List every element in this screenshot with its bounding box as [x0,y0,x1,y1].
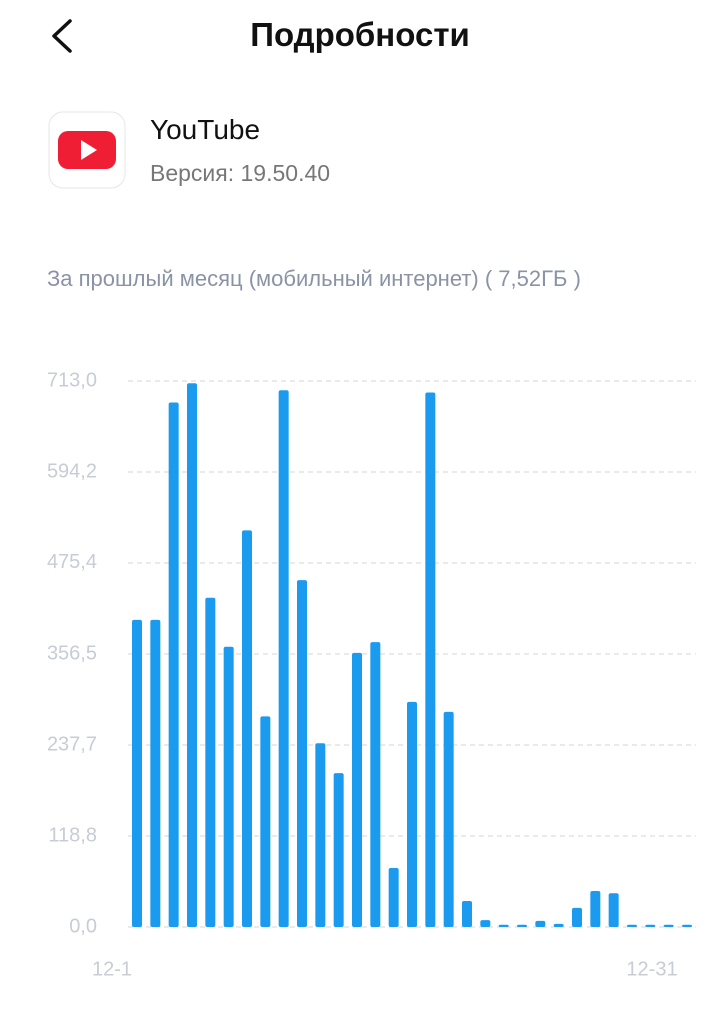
bar [535,920,546,927]
bar [278,390,289,927]
y-tick-label: 237,7 [47,733,97,755]
bar [370,642,381,927]
bar [150,619,161,927]
bar [682,924,692,927]
bar [462,900,472,927]
app-name: YouTube [150,114,261,145]
y-tick-label: 594,2 [47,460,97,482]
app-icon [48,111,126,189]
y-tick-label: 0,0 [69,915,97,937]
bar [645,924,656,927]
bar [553,923,564,927]
back-button[interactable] [48,18,78,54]
y-tick-label: 356,5 [47,642,97,664]
bar [315,743,326,927]
bar [297,580,307,927]
bar [223,646,234,927]
bar [517,924,527,927]
bar [407,701,417,927]
page-title: Подробности [250,16,470,53]
bar [480,920,491,927]
bar [260,716,271,927]
bar [663,924,674,927]
bar [205,597,216,927]
bar [168,402,179,928]
bar [590,891,601,927]
bar [388,868,399,927]
bar [572,907,582,927]
chart-title: За прошлый месяц (мобильный интернет) ( … [47,266,581,291]
y-tick-label: 713,0 [47,369,97,391]
bar [333,773,344,927]
bar [425,392,436,927]
bar [187,383,197,927]
x-tick-label: 12-31 [626,958,677,980]
bar [498,924,509,927]
bar [443,711,454,927]
y-tick-label: 118,8 [48,824,97,846]
x-tick-label: 12-1 [92,958,132,980]
app-version: Версия: 19.50.40 [150,160,331,186]
y-tick-label: 475,4 [47,551,97,573]
bar [132,619,142,927]
bar [627,924,637,927]
bar [608,893,619,927]
bar [242,530,252,927]
bar [352,652,362,927]
